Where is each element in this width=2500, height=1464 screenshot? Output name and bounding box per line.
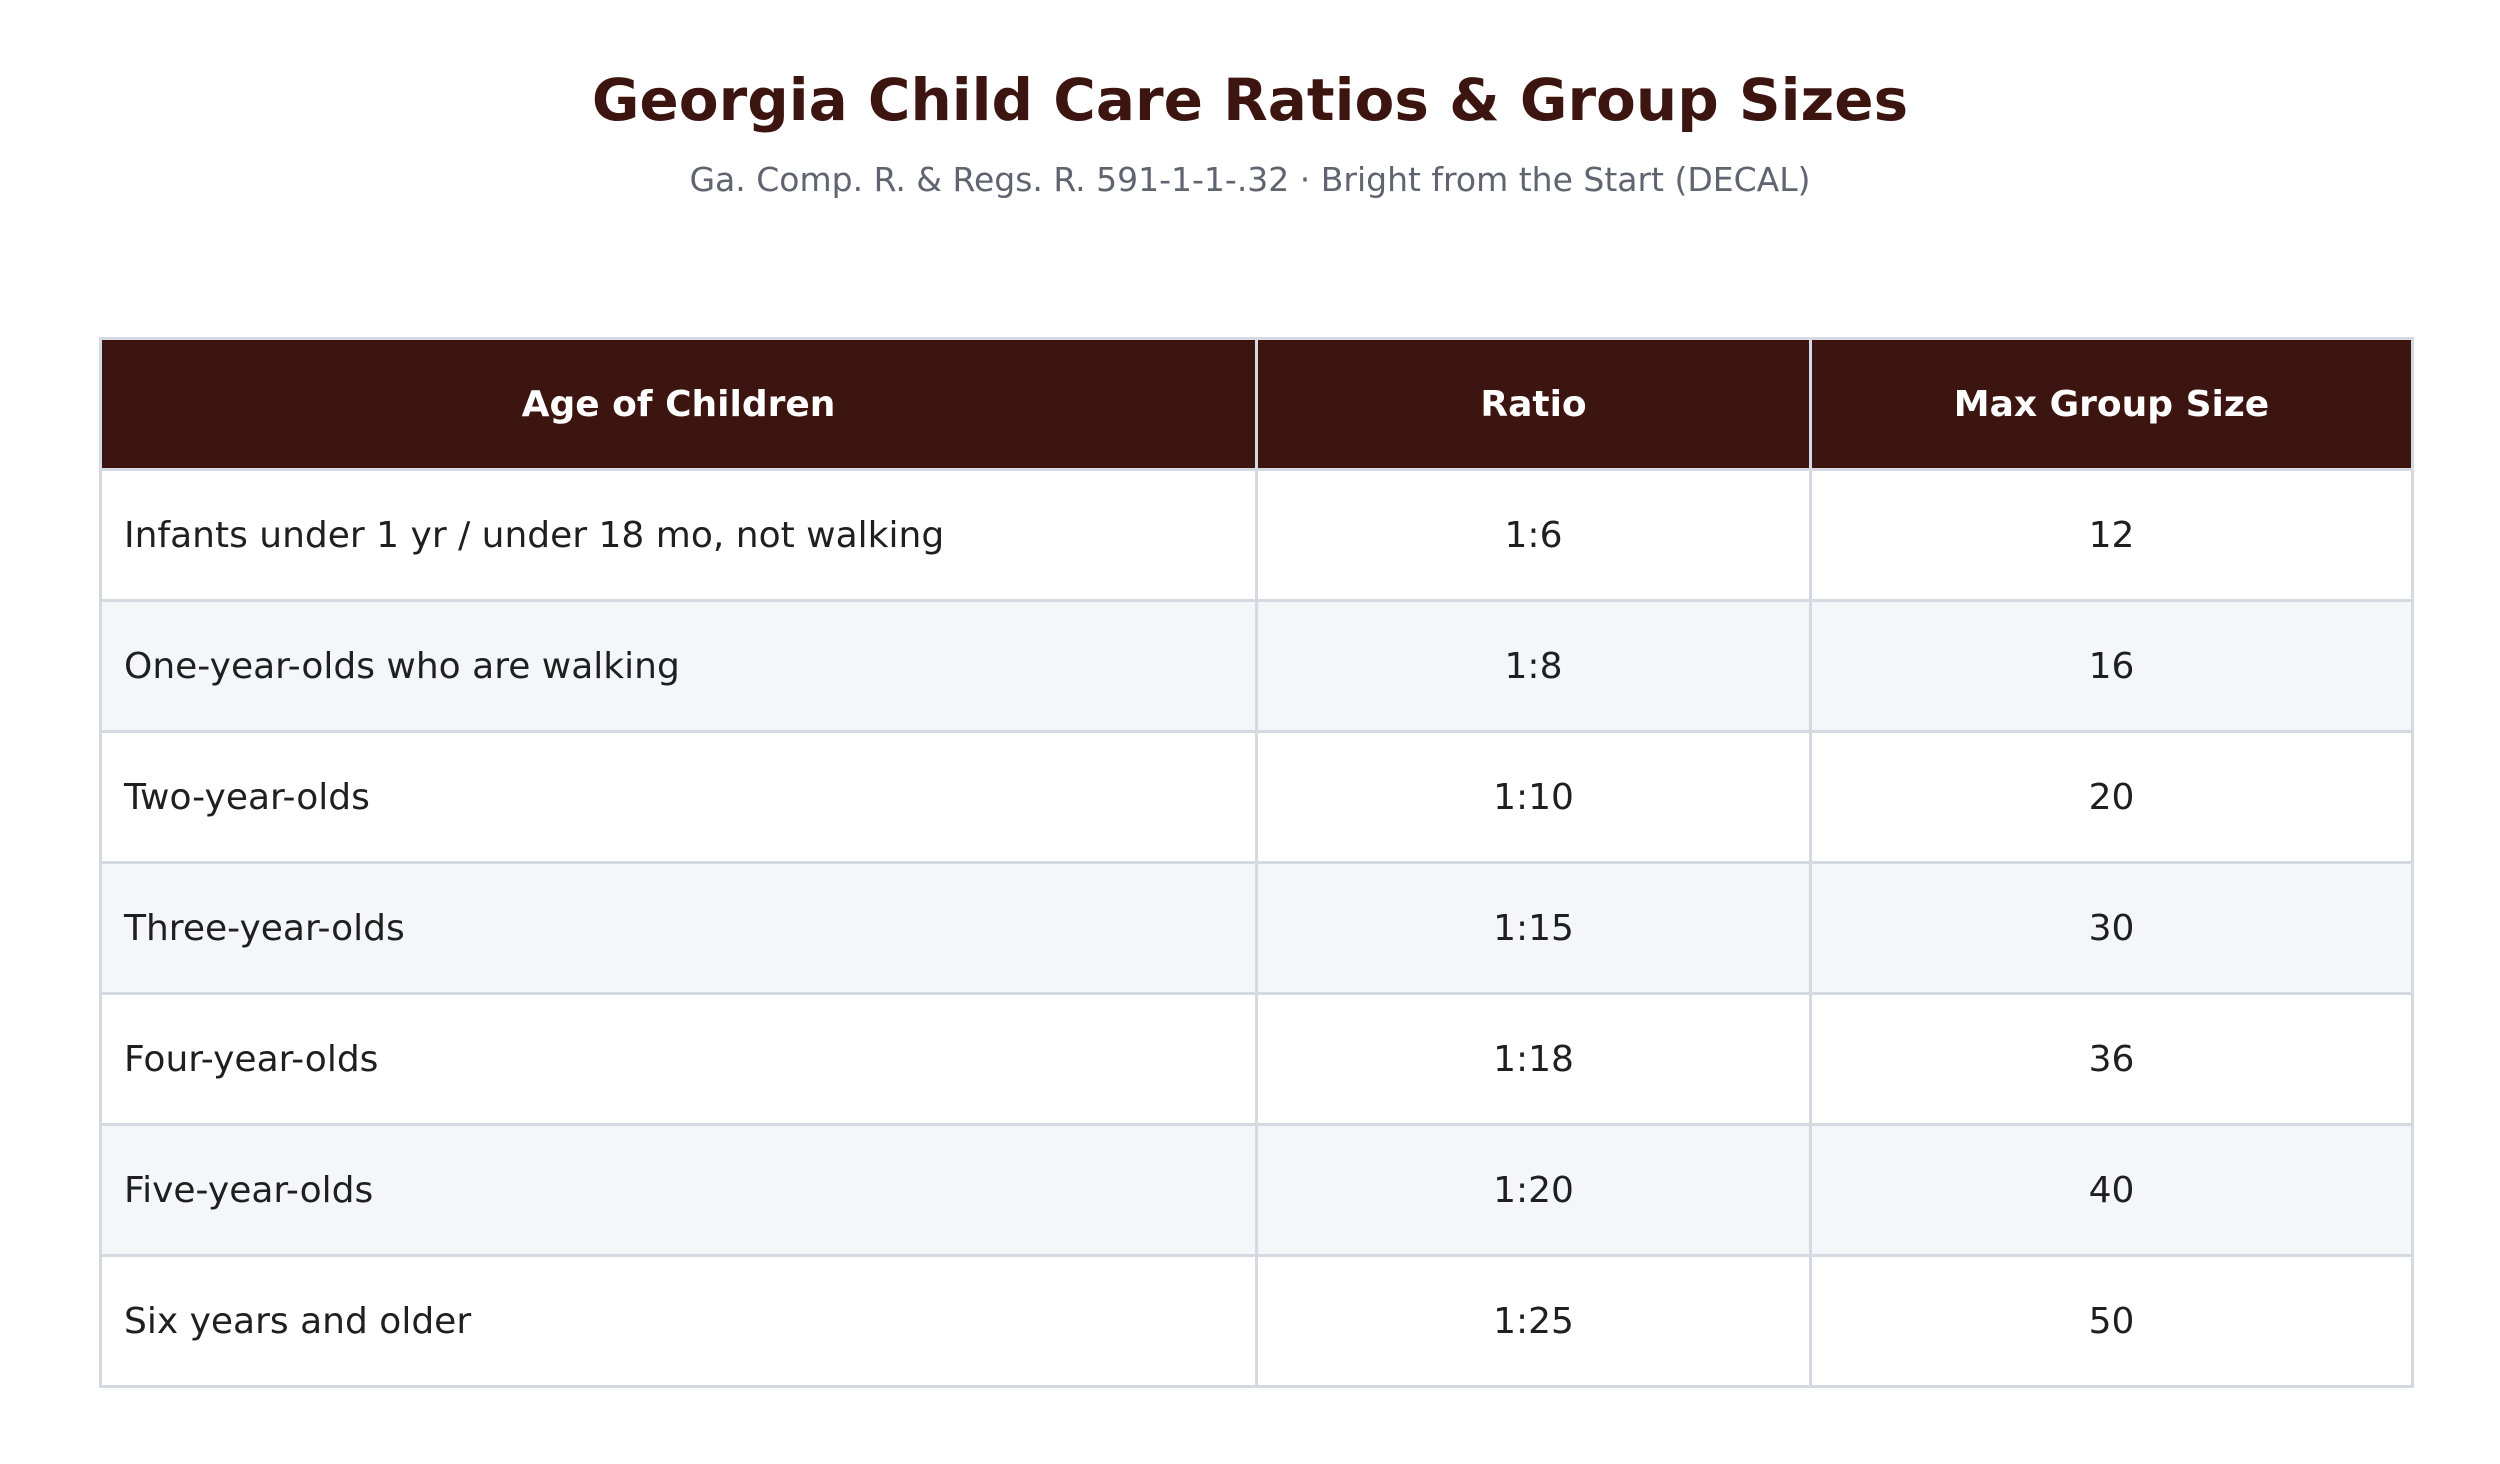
ratio-cell: 1:18: [1255, 992, 1812, 1126]
age-cell: Two-year-olds: [99, 730, 1258, 864]
ratio-cell: 1:20: [1255, 1123, 1812, 1257]
table-row: Six years and older 1:25 50: [99, 1254, 2414, 1388]
age-cell: Four-year-olds: [99, 992, 1258, 1126]
table-row: Infants under 1 yr / under 18 mo, not wa…: [99, 468, 2414, 602]
ratio-cell: 1:10: [1255, 730, 1812, 864]
max-group-size-cell: 36: [1809, 992, 2414, 1126]
column-header-max-group-size: Max Group Size: [1809, 337, 2414, 471]
ratios-table: Age of Children Ratio Max Group Size Inf…: [99, 337, 2414, 1388]
column-header-ratio: Ratio: [1255, 337, 1812, 471]
ratio-cell: 1:25: [1255, 1254, 1812, 1388]
max-group-size-cell: 20: [1809, 730, 2414, 864]
table-row: Two-year-olds 1:10 20: [99, 730, 2414, 864]
age-cell: One-year-olds who are walking: [99, 599, 1258, 733]
table-row: Three-year-olds 1:15 30: [99, 861, 2414, 995]
max-group-size-cell: 30: [1809, 861, 2414, 995]
age-cell: Three-year-olds: [99, 861, 1258, 995]
age-cell: Infants under 1 yr / under 18 mo, not wa…: [99, 468, 1258, 602]
ratio-cell: 1:8: [1255, 599, 1812, 733]
page-subtitle: Ga. Comp. R. & Regs. R. 591-1-1-.32 · Br…: [689, 160, 1811, 199]
age-cell: Six years and older: [99, 1254, 1258, 1388]
column-header-age: Age of Children: [99, 337, 1258, 471]
table-header-row: Age of Children Ratio Max Group Size: [99, 337, 2414, 471]
max-group-size-cell: 50: [1809, 1254, 2414, 1388]
age-cell: Five-year-olds: [99, 1123, 1258, 1257]
page-title: Georgia Child Care Ratios & Group Sizes: [591, 66, 1909, 134]
ratio-cell: 1:15: [1255, 861, 1812, 995]
max-group-size-cell: 12: [1809, 468, 2414, 602]
max-group-size-cell: 16: [1809, 599, 2414, 733]
table-row: Five-year-olds 1:20 40: [99, 1123, 2414, 1257]
table-row: Four-year-olds 1:18 36: [99, 992, 2414, 1126]
table-row: One-year-olds who are walking 1:8 16: [99, 599, 2414, 733]
max-group-size-cell: 40: [1809, 1123, 2414, 1257]
ratio-cell: 1:6: [1255, 468, 1812, 602]
